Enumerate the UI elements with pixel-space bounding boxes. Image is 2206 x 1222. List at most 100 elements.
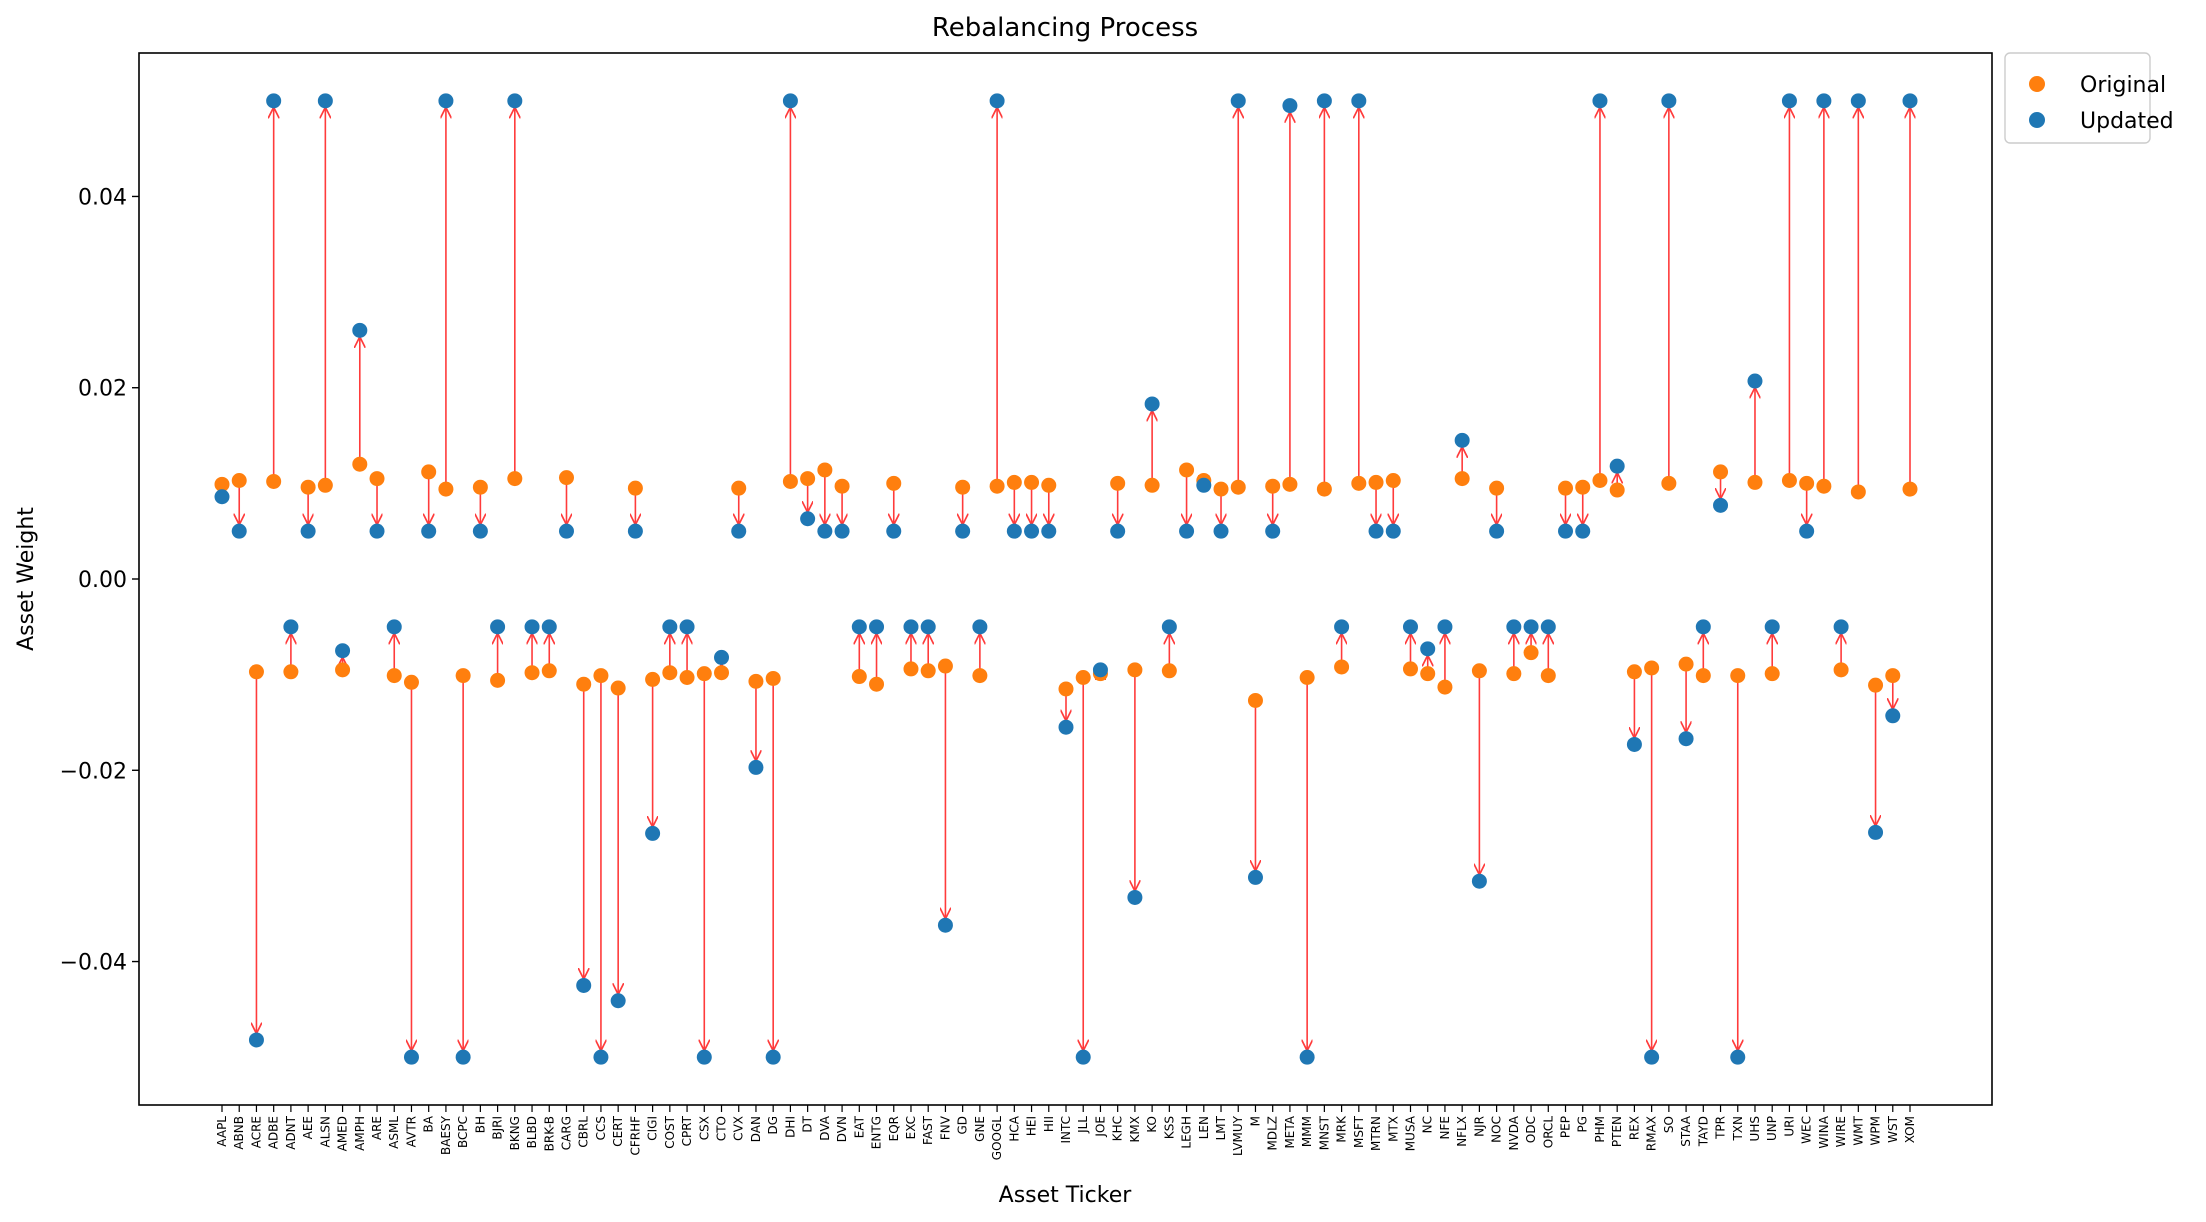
updated-point	[817, 523, 833, 539]
updated-point	[403, 1049, 419, 1065]
updated-point	[1368, 523, 1384, 539]
y-tick-label: 0.02	[78, 377, 127, 402]
updated-point	[1471, 873, 1487, 889]
x-tick-label: MRK	[1335, 1115, 1349, 1143]
updated-point	[1661, 93, 1677, 109]
updated-point	[1041, 523, 1057, 539]
updated-point	[317, 93, 333, 109]
original-point	[662, 665, 678, 681]
original-point	[490, 672, 506, 688]
x-tick-label: UHS	[1748, 1116, 1762, 1141]
y-axis-label: Asset Weight	[14, 507, 39, 651]
x-tick-label: CBRL	[577, 1116, 591, 1148]
x-axis: AAPL ABNB ACRE ADBE ADNT AEE ALSN AMED AMPH ARE AS…	[215, 1105, 1917, 1160]
x-tick-label: PG	[1576, 1116, 1590, 1133]
x-tick-label: DVA	[818, 1115, 832, 1140]
x-tick-label: XOM	[1903, 1116, 1917, 1143]
updated-point	[1179, 523, 1195, 539]
original-point	[989, 478, 1005, 494]
x-tick-label: LEGH	[1180, 1116, 1194, 1149]
original-point	[1420, 666, 1436, 682]
x-tick-label: HII	[1042, 1116, 1056, 1132]
x-tick-label: WIRE	[1834, 1116, 1848, 1147]
original-point	[438, 481, 454, 497]
original-point	[1213, 481, 1229, 497]
original-point	[1558, 480, 1574, 496]
x-tick-label: GD	[956, 1116, 970, 1135]
x-tick-label: MTRN	[1369, 1116, 1383, 1151]
x-tick-label: ODC	[1524, 1116, 1538, 1143]
original-point	[1833, 662, 1849, 678]
x-tick-label: AVTR	[404, 1116, 418, 1147]
x-tick-label: EQR	[887, 1116, 901, 1141]
original-point	[1575, 479, 1591, 495]
updated-point	[937, 917, 953, 933]
x-tick-label: EAT	[852, 1115, 866, 1138]
updated-point	[748, 759, 764, 775]
x-tick-label: NOC	[1490, 1116, 1504, 1143]
original-point	[1678, 656, 1694, 672]
x-tick-label: CSX	[697, 1116, 711, 1140]
updated-point	[1196, 477, 1212, 493]
x-tick-label: NC	[1421, 1116, 1435, 1133]
original-point	[1523, 645, 1539, 661]
updated-point	[1282, 98, 1298, 114]
updated-point	[851, 619, 867, 635]
x-tick-label: KO	[1145, 1116, 1159, 1133]
x-tick-label: MUSA	[1403, 1115, 1417, 1151]
original-point	[1868, 677, 1884, 693]
updated-point	[593, 1049, 609, 1065]
updated-point	[1850, 93, 1866, 109]
updated-point	[869, 619, 885, 635]
original-point	[386, 668, 402, 684]
original-point	[696, 666, 712, 682]
x-tick-label: EXC	[904, 1116, 918, 1139]
x-tick-label: BA	[422, 1115, 436, 1132]
original-point	[283, 664, 299, 680]
updated-point	[662, 619, 678, 635]
updated-point	[714, 649, 730, 665]
updated-point	[524, 619, 540, 635]
updated-point	[1420, 641, 1436, 657]
updated-point	[1592, 93, 1608, 109]
original-point	[972, 668, 988, 684]
original-point	[1747, 474, 1763, 490]
updated-point	[886, 523, 902, 539]
x-tick-label: MSFT	[1352, 1115, 1366, 1148]
original-point	[731, 480, 747, 496]
original-point	[1316, 481, 1332, 497]
x-tick-label: META	[1283, 1115, 1297, 1148]
original-point	[748, 673, 764, 689]
x-tick-label: ENTG	[870, 1116, 884, 1149]
original-point	[610, 680, 626, 696]
original-point	[1454, 471, 1470, 487]
points-layer	[214, 93, 1918, 1065]
x-tick-label: LMT	[1214, 1115, 1228, 1140]
updated-point	[989, 93, 1005, 109]
updated-point	[507, 93, 523, 109]
updated-point	[1230, 93, 1246, 109]
original-point	[1471, 663, 1487, 679]
original-point	[1334, 659, 1350, 675]
x-tick-label: REX	[1627, 1116, 1641, 1140]
x-tick-label: CVX	[732, 1116, 746, 1141]
updated-point	[490, 619, 506, 635]
x-tick-label: NVDA	[1507, 1115, 1521, 1150]
original-point	[472, 479, 488, 495]
x-tick-label: MDLZ	[1266, 1116, 1280, 1151]
x-tick-label: TAYD	[1696, 1116, 1710, 1147]
updated-point	[1144, 396, 1160, 412]
x-tick-label: ALSN	[318, 1116, 332, 1148]
original-point	[1127, 662, 1143, 678]
updated-point	[1575, 523, 1591, 539]
updated-point	[1437, 619, 1453, 635]
updated-point	[1695, 619, 1711, 635]
original-point	[1661, 475, 1677, 491]
updated-point	[782, 93, 798, 109]
y-tick-label: −0.02	[60, 759, 127, 784]
updated-point	[438, 93, 454, 109]
original-point	[1489, 480, 1505, 496]
original-point	[679, 670, 695, 686]
x-tick-label: PEP	[1559, 1116, 1573, 1138]
updated-point	[627, 523, 643, 539]
